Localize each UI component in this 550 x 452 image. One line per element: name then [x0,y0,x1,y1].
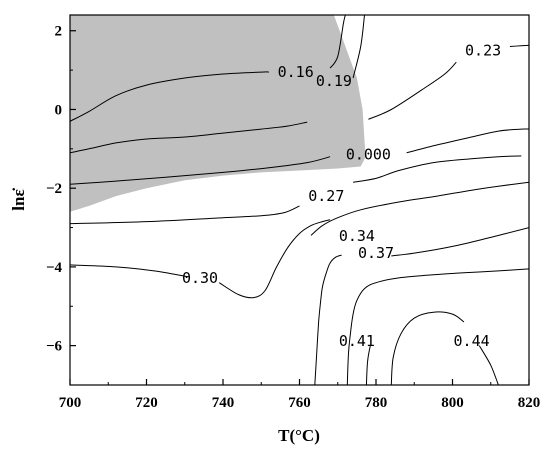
contour-label: 0.23 [465,41,501,59]
contour-line [70,205,300,225]
contour-label: 0.30 [182,269,218,287]
x-tick-label: 720 [135,395,158,411]
contour-line [218,219,331,299]
contour-line [314,254,342,385]
contour-label: 0.16 [278,63,314,81]
x-axis-title: T(°C) [278,426,320,445]
y-tick-label: −6 [46,339,63,355]
contour-line [70,264,189,278]
contour-line [70,71,269,122]
y-tick-label: −4 [46,260,63,276]
contour-line [70,121,308,154]
contour-label: 0.37 [358,244,394,262]
x-tick-label: 820 [518,395,541,411]
contour-line [368,61,457,120]
contour-line [365,345,371,385]
contour-line [346,268,529,385]
y-tick-label: −2 [46,181,62,197]
instability-region [70,15,366,212]
contour-line [509,44,529,47]
contour-line [70,156,331,185]
contour-label: 0.41 [339,332,375,350]
x-tick-label: 800 [441,395,464,411]
contour-line [478,345,499,385]
y-tick-label: 2 [55,24,63,40]
contour-label: 0.27 [308,187,344,205]
contour-line [390,311,465,385]
contour-label: 0.44 [454,332,490,350]
x-tick-label: 760 [288,395,311,411]
contour-label: 0.34 [339,227,375,245]
x-tick-label: 700 [59,395,82,411]
x-tick-label: 740 [212,395,235,411]
contour-line [391,227,529,257]
contour-label: 0.000 [346,146,391,164]
contour-line [310,181,529,236]
contour-line [329,15,346,69]
contour-line [406,128,529,154]
contour-line [353,155,522,183]
contour-label: 0.19 [316,72,352,90]
y-axis-title: lnε̇ [9,187,28,210]
x-tick-label: 780 [365,395,388,411]
contour-line [352,15,365,79]
y-tick-label: 0 [55,102,63,118]
